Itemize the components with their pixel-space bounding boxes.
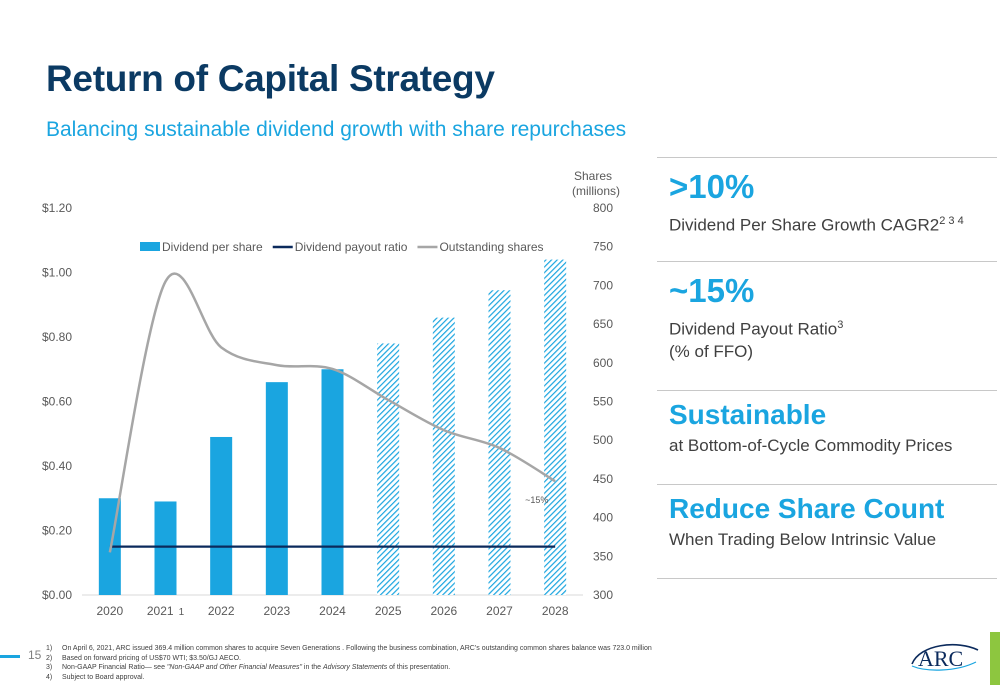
legend-label: Dividend payout ratio bbox=[295, 240, 408, 254]
dividend-bar-forecast bbox=[432, 317, 455, 595]
kpi-title: Sustainable bbox=[669, 399, 827, 430]
left-axis-tick-label: $1.00 bbox=[42, 266, 72, 280]
arc-logo: ARC bbox=[911, 644, 979, 671]
legend-swatch bbox=[140, 242, 160, 251]
right-axis-tick-label: 700 bbox=[593, 278, 613, 292]
footnote: 2) Based on forward pricing of US$70 WTI;… bbox=[46, 654, 241, 662]
dividend-bar bbox=[210, 436, 233, 595]
kpi-share-count: Reduce Share Count When Trading Below In… bbox=[657, 484, 997, 579]
page-title: Return of Capital Strategy bbox=[46, 58, 495, 99]
left-axis-tick-label: $1.20 bbox=[42, 201, 72, 215]
dividend-bar-forecast bbox=[488, 290, 511, 595]
right-axis-tick-label: 600 bbox=[593, 356, 613, 370]
kpi-description: Dividend Payout Ratio3 (% of FFO) bbox=[669, 319, 844, 361]
x-axis-tick-label: 2023 bbox=[263, 604, 290, 618]
x-axis-tick-label: 2028 bbox=[542, 604, 569, 618]
right-axis-title: Shares bbox=[574, 169, 612, 183]
kpi-payout-ratio: ~15% Dividend Payout Ratio3 (% of FFO) bbox=[657, 261, 997, 390]
footnote: 3) Non-GAAP Financial Ratio— see "Non-GAA… bbox=[46, 664, 451, 671]
page-subtitle: Balancing sustainable dividend growth wi… bbox=[46, 118, 627, 141]
payout-annotation: ~15% bbox=[525, 495, 548, 505]
left-axis-tick-label: $0.60 bbox=[42, 395, 72, 409]
dividend-bar bbox=[154, 501, 177, 595]
right-axis-tick-label: 350 bbox=[593, 549, 613, 563]
right-axis-tick-label: 750 bbox=[593, 240, 613, 254]
dividend-bar-forecast bbox=[377, 343, 400, 595]
kpi-title: ~15% bbox=[669, 272, 755, 309]
left-axis-tick-label: $0.80 bbox=[42, 330, 72, 344]
right-axis-tick-label: 550 bbox=[593, 395, 613, 409]
legend-label: Outstanding shares bbox=[439, 240, 543, 254]
page-number: 15 bbox=[28, 648, 42, 662]
left-axis-tick-label: $0.20 bbox=[42, 524, 72, 538]
right-axis-tick-label: 500 bbox=[593, 433, 613, 447]
left-axis-tick-label: $0.00 bbox=[42, 588, 72, 602]
x-axis-tick-label: 2021 1 bbox=[147, 604, 185, 618]
footnote: 1) On April 6, 2021, ARC issued 369.4 mil… bbox=[46, 645, 652, 652]
dividend-shares-chart: ~15% $0.00 $0.20 $0.40 $0.60 $0.80 $1.00 $1.20… bbox=[42, 169, 620, 618]
x-axis-tick-label: 2024 bbox=[319, 604, 346, 618]
kpi-sustainable: Sustainable at Bottom-of-Cycle Commodity… bbox=[657, 390, 997, 485]
dividend-bar bbox=[265, 382, 288, 595]
kpi-title: >10% bbox=[669, 168, 755, 205]
footnotes: 1) On April 6, 2021, ARC issued 369.4 mil… bbox=[46, 644, 652, 682]
footnote: 4) Subject to Board approval. bbox=[46, 673, 145, 681]
kpi-description: Dividend Per Share Growth CAGR22 3 4 bbox=[669, 215, 964, 235]
x-axis-footnote-marker: 1 bbox=[179, 607, 185, 618]
x-axis-tick-label: 2022 bbox=[208, 604, 235, 618]
kpi-title: Reduce Share Count bbox=[669, 493, 945, 524]
x-axis-tick-label: 2020 bbox=[96, 604, 123, 618]
right-axis-tick-label: 650 bbox=[593, 317, 613, 331]
right-axis-tick-label: 300 bbox=[593, 588, 613, 602]
x-axis-tick-label: 2027 bbox=[486, 604, 513, 618]
outstanding-shares-line bbox=[108, 272, 556, 553]
dividend-bar bbox=[321, 369, 344, 595]
x-axis-tick-label: 2025 bbox=[375, 604, 402, 618]
legend-label: Dividend per share bbox=[162, 240, 263, 254]
kpi-description: at Bottom-of-Cycle Commodity Prices bbox=[669, 436, 953, 455]
green-accent-bar bbox=[990, 632, 1000, 685]
logo-text: ARC bbox=[918, 646, 963, 671]
kpi-description: When Trading Below Intrinsic Value bbox=[669, 530, 937, 549]
kpi-divider bbox=[657, 578, 997, 579]
right-axis-title: (millions) bbox=[572, 184, 620, 198]
kpi-dividend-growth: >10% Dividend Per Share Growth CAGR22 3 … bbox=[657, 157, 997, 262]
right-axis-tick-label: 800 bbox=[593, 201, 613, 215]
footer-accent-bar bbox=[0, 655, 20, 658]
left-axis-tick-label: $0.40 bbox=[42, 459, 72, 473]
x-axis-tick-label: 2026 bbox=[430, 604, 457, 618]
right-axis-tick-label: 450 bbox=[593, 472, 613, 486]
right-axis-tick-label: 400 bbox=[593, 511, 613, 525]
dividend-bar-forecast bbox=[544, 259, 567, 595]
